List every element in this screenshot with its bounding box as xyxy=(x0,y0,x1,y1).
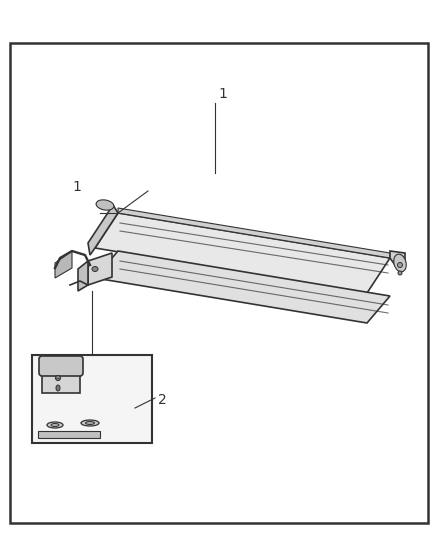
Text: 1: 1 xyxy=(218,87,227,101)
Polygon shape xyxy=(42,365,80,393)
Ellipse shape xyxy=(56,385,60,391)
Polygon shape xyxy=(88,205,118,255)
Polygon shape xyxy=(95,213,390,293)
Ellipse shape xyxy=(92,266,98,271)
Ellipse shape xyxy=(51,424,59,426)
Ellipse shape xyxy=(85,422,95,424)
Text: 2: 2 xyxy=(158,393,167,407)
Polygon shape xyxy=(55,251,72,278)
Polygon shape xyxy=(95,251,390,323)
Polygon shape xyxy=(78,261,88,291)
Ellipse shape xyxy=(81,420,99,426)
Polygon shape xyxy=(390,251,405,265)
Ellipse shape xyxy=(56,376,60,381)
Ellipse shape xyxy=(398,262,403,268)
Polygon shape xyxy=(88,253,112,285)
Ellipse shape xyxy=(394,254,406,272)
Ellipse shape xyxy=(398,271,402,275)
Ellipse shape xyxy=(47,422,63,428)
Bar xyxy=(32,355,152,443)
Text: 1: 1 xyxy=(72,180,81,194)
Polygon shape xyxy=(38,431,100,438)
FancyBboxPatch shape xyxy=(39,356,83,376)
Polygon shape xyxy=(118,208,390,258)
Ellipse shape xyxy=(96,200,114,210)
